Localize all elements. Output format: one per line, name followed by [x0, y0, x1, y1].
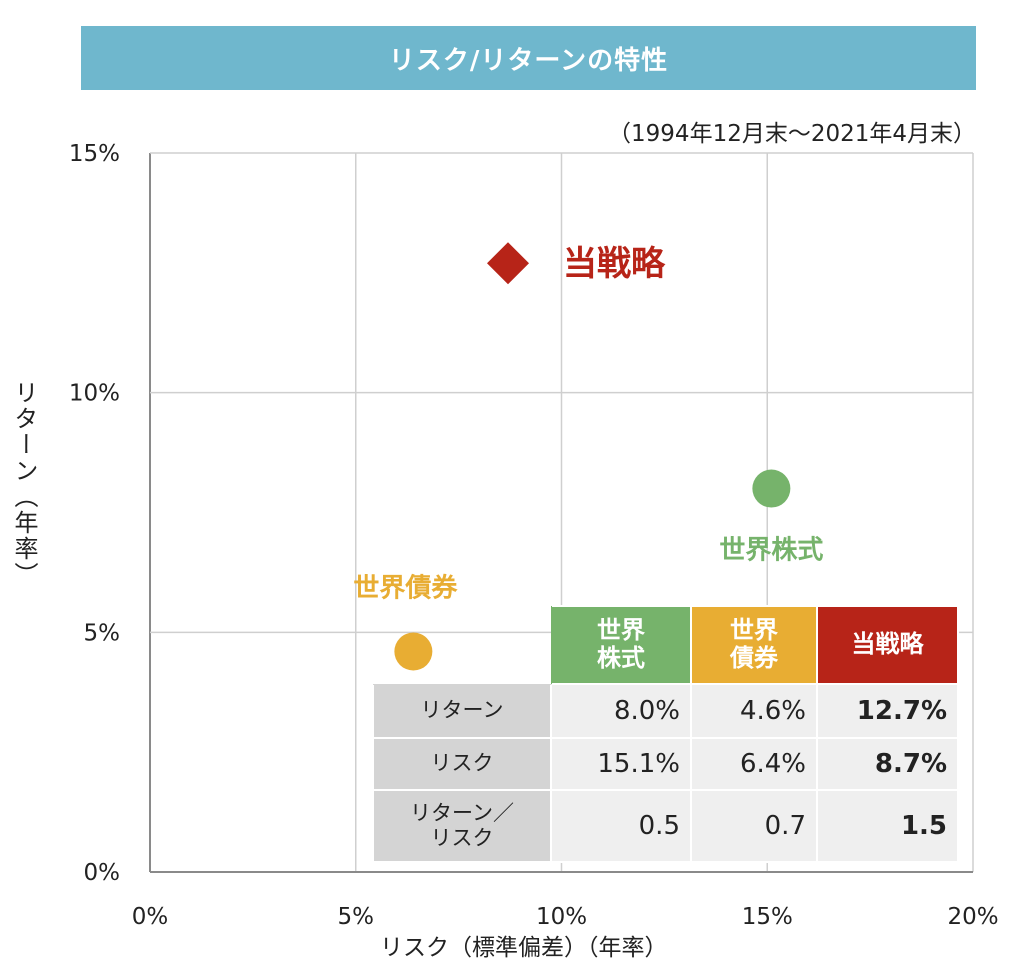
table-cell: 1.5 [816, 789, 959, 863]
point-label: 世界債券 [353, 574, 458, 604]
x-tick-label: 5% [338, 904, 375, 930]
point-marker-world-equity [752, 469, 791, 508]
row-header-return: リターン [372, 683, 552, 739]
point-marker-world-bond [394, 632, 433, 671]
x-axis-label: リスク（標準偏差）（年率） [380, 935, 668, 961]
row-header-risk: リスク [372, 737, 552, 791]
stats-header-row: 世界 株式 世界 債券 当戦略 [373, 605, 959, 685]
point-label: 当戦略 [563, 244, 666, 284]
col-header-strategy: 当戦略 [816, 605, 959, 685]
chart-title: リスク/リターンの特性 [388, 45, 669, 76]
table-row: リターン 8.0% 4.6% 12.7% [372, 683, 959, 739]
col-header-world-equity: 世界 株式 [550, 605, 692, 685]
row-header-return-risk: リターン／ リスク [372, 789, 552, 863]
point-label: 世界株式 [719, 536, 823, 566]
x-tick-label: 0% [132, 904, 169, 930]
table-cell: 4.6% [690, 683, 818, 739]
x-tick-label: 15% [742, 904, 793, 930]
stats-corner [373, 606, 551, 684]
table-cell: 0.5 [550, 789, 692, 863]
table-cell: 6.4% [690, 737, 818, 791]
table-cell: 15.1% [550, 737, 692, 791]
table-cell: 12.7% [816, 683, 959, 739]
col-header-world-bond: 世界 債券 [690, 605, 818, 685]
period-note: （1994年12月末～2021年4月末） [608, 121, 976, 147]
stats-table: 世界 株式 世界 債券 当戦略 リターン 8.0% 4.6% 12.7% リスク 1… [372, 605, 959, 863]
y-tick-label: 10% [69, 381, 120, 407]
table-cell: 0.7 [690, 789, 818, 863]
table-cell: 8.7% [816, 737, 959, 791]
y-tick-label: 15% [69, 141, 120, 167]
table-row: リスク 15.1% 6.4% 8.7% [372, 737, 959, 791]
y-axis-label: リターン（年率） [10, 380, 38, 588]
table-row: リターン／ リスク 0.5 0.7 1.5 [372, 789, 959, 863]
point-marker-strategy [487, 242, 530, 285]
table-cell: 8.0% [550, 683, 692, 739]
x-tick-label: 10% [536, 904, 587, 930]
chart-title-banner: リスク/リターンの特性 [81, 26, 976, 90]
y-tick-label: 0% [84, 860, 121, 886]
x-tick-label: 20% [947, 904, 998, 930]
axis-ticks: 0% 5% 10% 15% 20% 0% 5% 10% 15% [69, 141, 999, 930]
y-tick-label: 5% [84, 620, 121, 646]
